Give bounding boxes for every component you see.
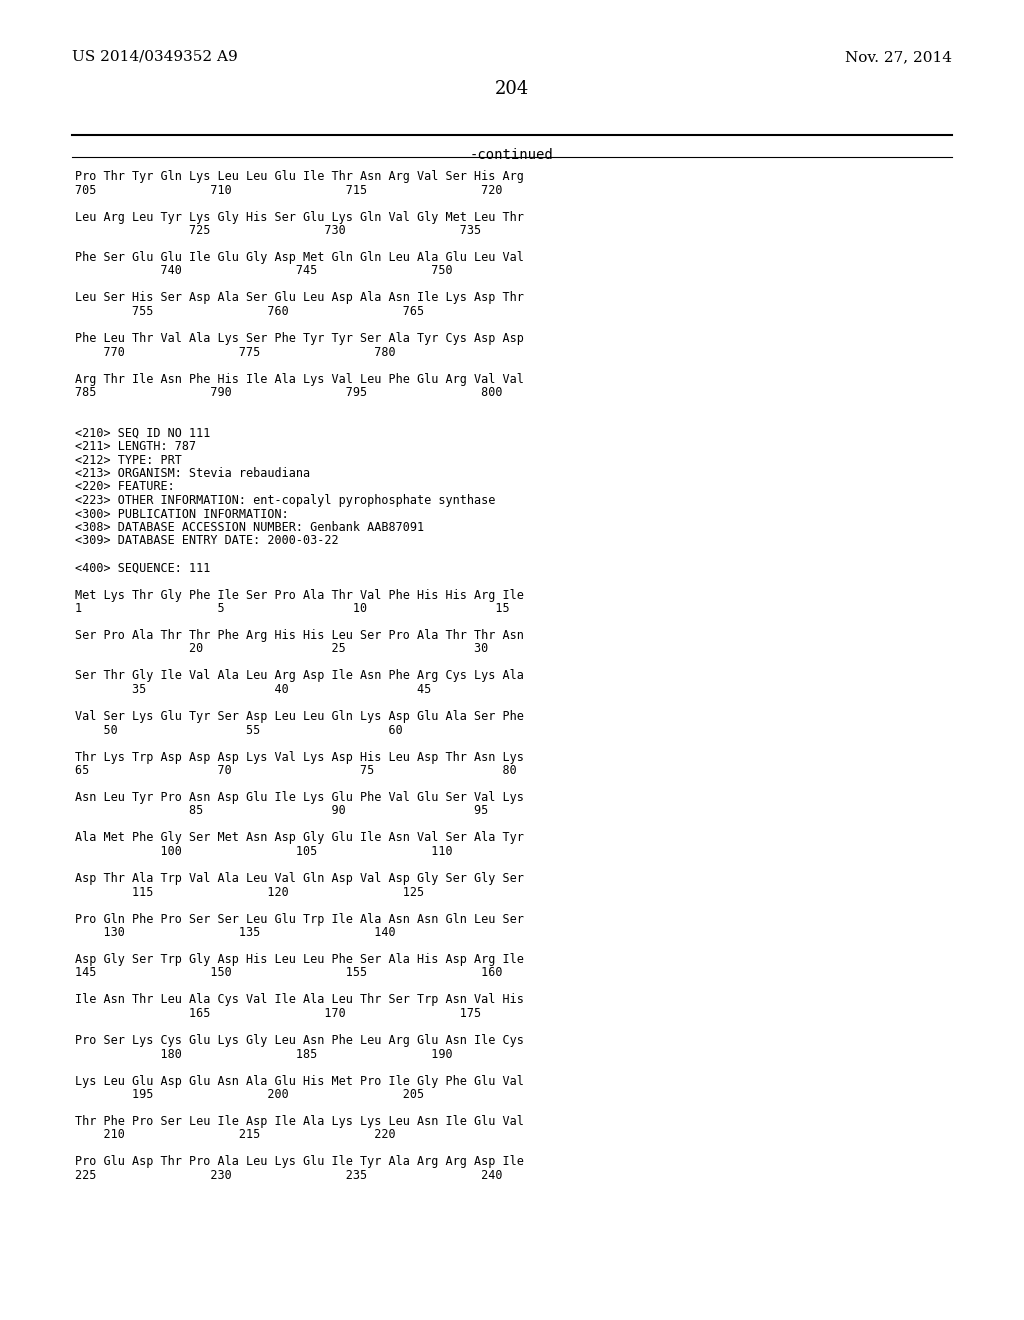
Text: 195                200                205: 195 200 205	[75, 1088, 424, 1101]
Text: Asn Leu Tyr Pro Asn Asp Glu Ile Lys Glu Phe Val Glu Ser Val Lys: Asn Leu Tyr Pro Asn Asp Glu Ile Lys Glu …	[75, 791, 524, 804]
Text: <210> SEQ ID NO 111: <210> SEQ ID NO 111	[75, 426, 210, 440]
Text: 705                710                715                720: 705 710 715 720	[75, 183, 503, 197]
Text: Phe Ser Glu Glu Ile Glu Gly Asp Met Gln Gln Leu Ala Glu Leu Val: Phe Ser Glu Glu Ile Glu Gly Asp Met Gln …	[75, 251, 524, 264]
Text: 210                215                220: 210 215 220	[75, 1129, 395, 1142]
Text: Val Ser Lys Glu Tyr Ser Asp Leu Leu Gln Lys Asp Glu Ala Ser Phe: Val Ser Lys Glu Tyr Ser Asp Leu Leu Gln …	[75, 710, 524, 723]
Text: Ser Thr Gly Ile Val Ala Leu Arg Asp Ile Asn Phe Arg Cys Lys Ala: Ser Thr Gly Ile Val Ala Leu Arg Asp Ile …	[75, 669, 524, 682]
Text: Leu Arg Leu Tyr Lys Gly His Ser Glu Lys Gln Val Gly Met Leu Thr: Leu Arg Leu Tyr Lys Gly His Ser Glu Lys …	[75, 210, 524, 223]
Text: Asp Thr Ala Trp Val Ala Leu Val Gln Asp Val Asp Gly Ser Gly Ser: Asp Thr Ala Trp Val Ala Leu Val Gln Asp …	[75, 873, 524, 884]
Text: 115                120                125: 115 120 125	[75, 886, 424, 899]
Text: Ile Asn Thr Leu Ala Cys Val Ile Ala Leu Thr Ser Trp Asn Val His: Ile Asn Thr Leu Ala Cys Val Ile Ala Leu …	[75, 994, 524, 1006]
Text: 785                790                795                800: 785 790 795 800	[75, 385, 503, 399]
Text: 100                105                110: 100 105 110	[75, 845, 453, 858]
Text: -continued: -continued	[470, 148, 554, 162]
Text: <212> TYPE: PRT: <212> TYPE: PRT	[75, 454, 182, 466]
Text: 165                170                175: 165 170 175	[75, 1007, 481, 1020]
Text: 1                   5                  10                  15: 1 5 10 15	[75, 602, 510, 615]
Text: 65                  70                  75                  80: 65 70 75 80	[75, 764, 517, 777]
Text: Thr Lys Trp Asp Asp Asp Lys Val Lys Asp His Leu Asp Thr Asn Lys: Thr Lys Trp Asp Asp Asp Lys Val Lys Asp …	[75, 751, 524, 763]
Text: 755                760                765: 755 760 765	[75, 305, 424, 318]
Text: <400> SEQUENCE: 111: <400> SEQUENCE: 111	[75, 561, 210, 574]
Text: Arg Thr Ile Asn Phe His Ile Ala Lys Val Leu Phe Glu Arg Val Val: Arg Thr Ile Asn Phe His Ile Ala Lys Val …	[75, 372, 524, 385]
Text: Ala Met Phe Gly Ser Met Asn Asp Gly Glu Ile Asn Val Ser Ala Tyr: Ala Met Phe Gly Ser Met Asn Asp Gly Glu …	[75, 832, 524, 845]
Text: 204: 204	[495, 81, 529, 98]
Text: <211> LENGTH: 787: <211> LENGTH: 787	[75, 440, 197, 453]
Text: 145                150                155                160: 145 150 155 160	[75, 966, 503, 979]
Text: Leu Ser His Ser Asp Ala Ser Glu Leu Asp Ala Asn Ile Lys Asp Thr: Leu Ser His Ser Asp Ala Ser Glu Leu Asp …	[75, 292, 524, 305]
Text: 725                730                735: 725 730 735	[75, 224, 481, 238]
Text: 35                  40                  45: 35 40 45	[75, 682, 431, 696]
Text: Pro Gln Phe Pro Ser Ser Leu Glu Trp Ile Ala Asn Asn Gln Leu Ser: Pro Gln Phe Pro Ser Ser Leu Glu Trp Ile …	[75, 912, 524, 925]
Text: <220> FEATURE:: <220> FEATURE:	[75, 480, 175, 494]
Text: Pro Glu Asp Thr Pro Ala Leu Lys Glu Ile Tyr Ala Arg Arg Asp Ile: Pro Glu Asp Thr Pro Ala Leu Lys Glu Ile …	[75, 1155, 524, 1168]
Text: Ser Pro Ala Thr Thr Phe Arg His His Leu Ser Pro Ala Thr Thr Asn: Ser Pro Ala Thr Thr Phe Arg His His Leu …	[75, 630, 524, 642]
Text: Phe Leu Thr Val Ala Lys Ser Phe Tyr Tyr Ser Ala Tyr Cys Asp Asp: Phe Leu Thr Val Ala Lys Ser Phe Tyr Tyr …	[75, 333, 524, 345]
Text: 20                  25                  30: 20 25 30	[75, 643, 488, 656]
Text: 180                185                190: 180 185 190	[75, 1048, 453, 1060]
Text: <223> OTHER INFORMATION: ent-copalyl pyrophosphate synthase: <223> OTHER INFORMATION: ent-copalyl pyr…	[75, 494, 496, 507]
Text: <213> ORGANISM: Stevia rebaudiana: <213> ORGANISM: Stevia rebaudiana	[75, 467, 310, 480]
Text: Lys Leu Glu Asp Glu Asn Ala Glu His Met Pro Ile Gly Phe Glu Val: Lys Leu Glu Asp Glu Asn Ala Glu His Met …	[75, 1074, 524, 1088]
Text: 50                  55                  60: 50 55 60	[75, 723, 402, 737]
Text: 85                  90                  95: 85 90 95	[75, 804, 488, 817]
Text: Thr Phe Pro Ser Leu Ile Asp Ile Ala Lys Lys Leu Asn Ile Glu Val: Thr Phe Pro Ser Leu Ile Asp Ile Ala Lys …	[75, 1115, 524, 1129]
Text: 740                745                750: 740 745 750	[75, 264, 453, 277]
Text: 130                135                140: 130 135 140	[75, 927, 395, 939]
Text: 225                230                235                240: 225 230 235 240	[75, 1170, 503, 1181]
Text: Pro Ser Lys Cys Glu Lys Gly Leu Asn Phe Leu Arg Glu Asn Ile Cys: Pro Ser Lys Cys Glu Lys Gly Leu Asn Phe …	[75, 1034, 524, 1047]
Text: Nov. 27, 2014: Nov. 27, 2014	[845, 50, 952, 63]
Text: Met Lys Thr Gly Phe Ile Ser Pro Ala Thr Val Phe His His Arg Ile: Met Lys Thr Gly Phe Ile Ser Pro Ala Thr …	[75, 589, 524, 602]
Text: <300> PUBLICATION INFORMATION:: <300> PUBLICATION INFORMATION:	[75, 507, 289, 520]
Text: Asp Gly Ser Trp Gly Asp His Leu Leu Phe Ser Ala His Asp Arg Ile: Asp Gly Ser Trp Gly Asp His Leu Leu Phe …	[75, 953, 524, 966]
Text: Pro Thr Tyr Gln Lys Leu Leu Glu Ile Thr Asn Arg Val Ser His Arg: Pro Thr Tyr Gln Lys Leu Leu Glu Ile Thr …	[75, 170, 524, 183]
Text: US 2014/0349352 A9: US 2014/0349352 A9	[72, 50, 238, 63]
Text: <309> DATABASE ENTRY DATE: 2000-03-22: <309> DATABASE ENTRY DATE: 2000-03-22	[75, 535, 339, 548]
Text: 770                775                780: 770 775 780	[75, 346, 395, 359]
Text: <308> DATABASE ACCESSION NUMBER: Genbank AAB87091: <308> DATABASE ACCESSION NUMBER: Genbank…	[75, 521, 424, 535]
